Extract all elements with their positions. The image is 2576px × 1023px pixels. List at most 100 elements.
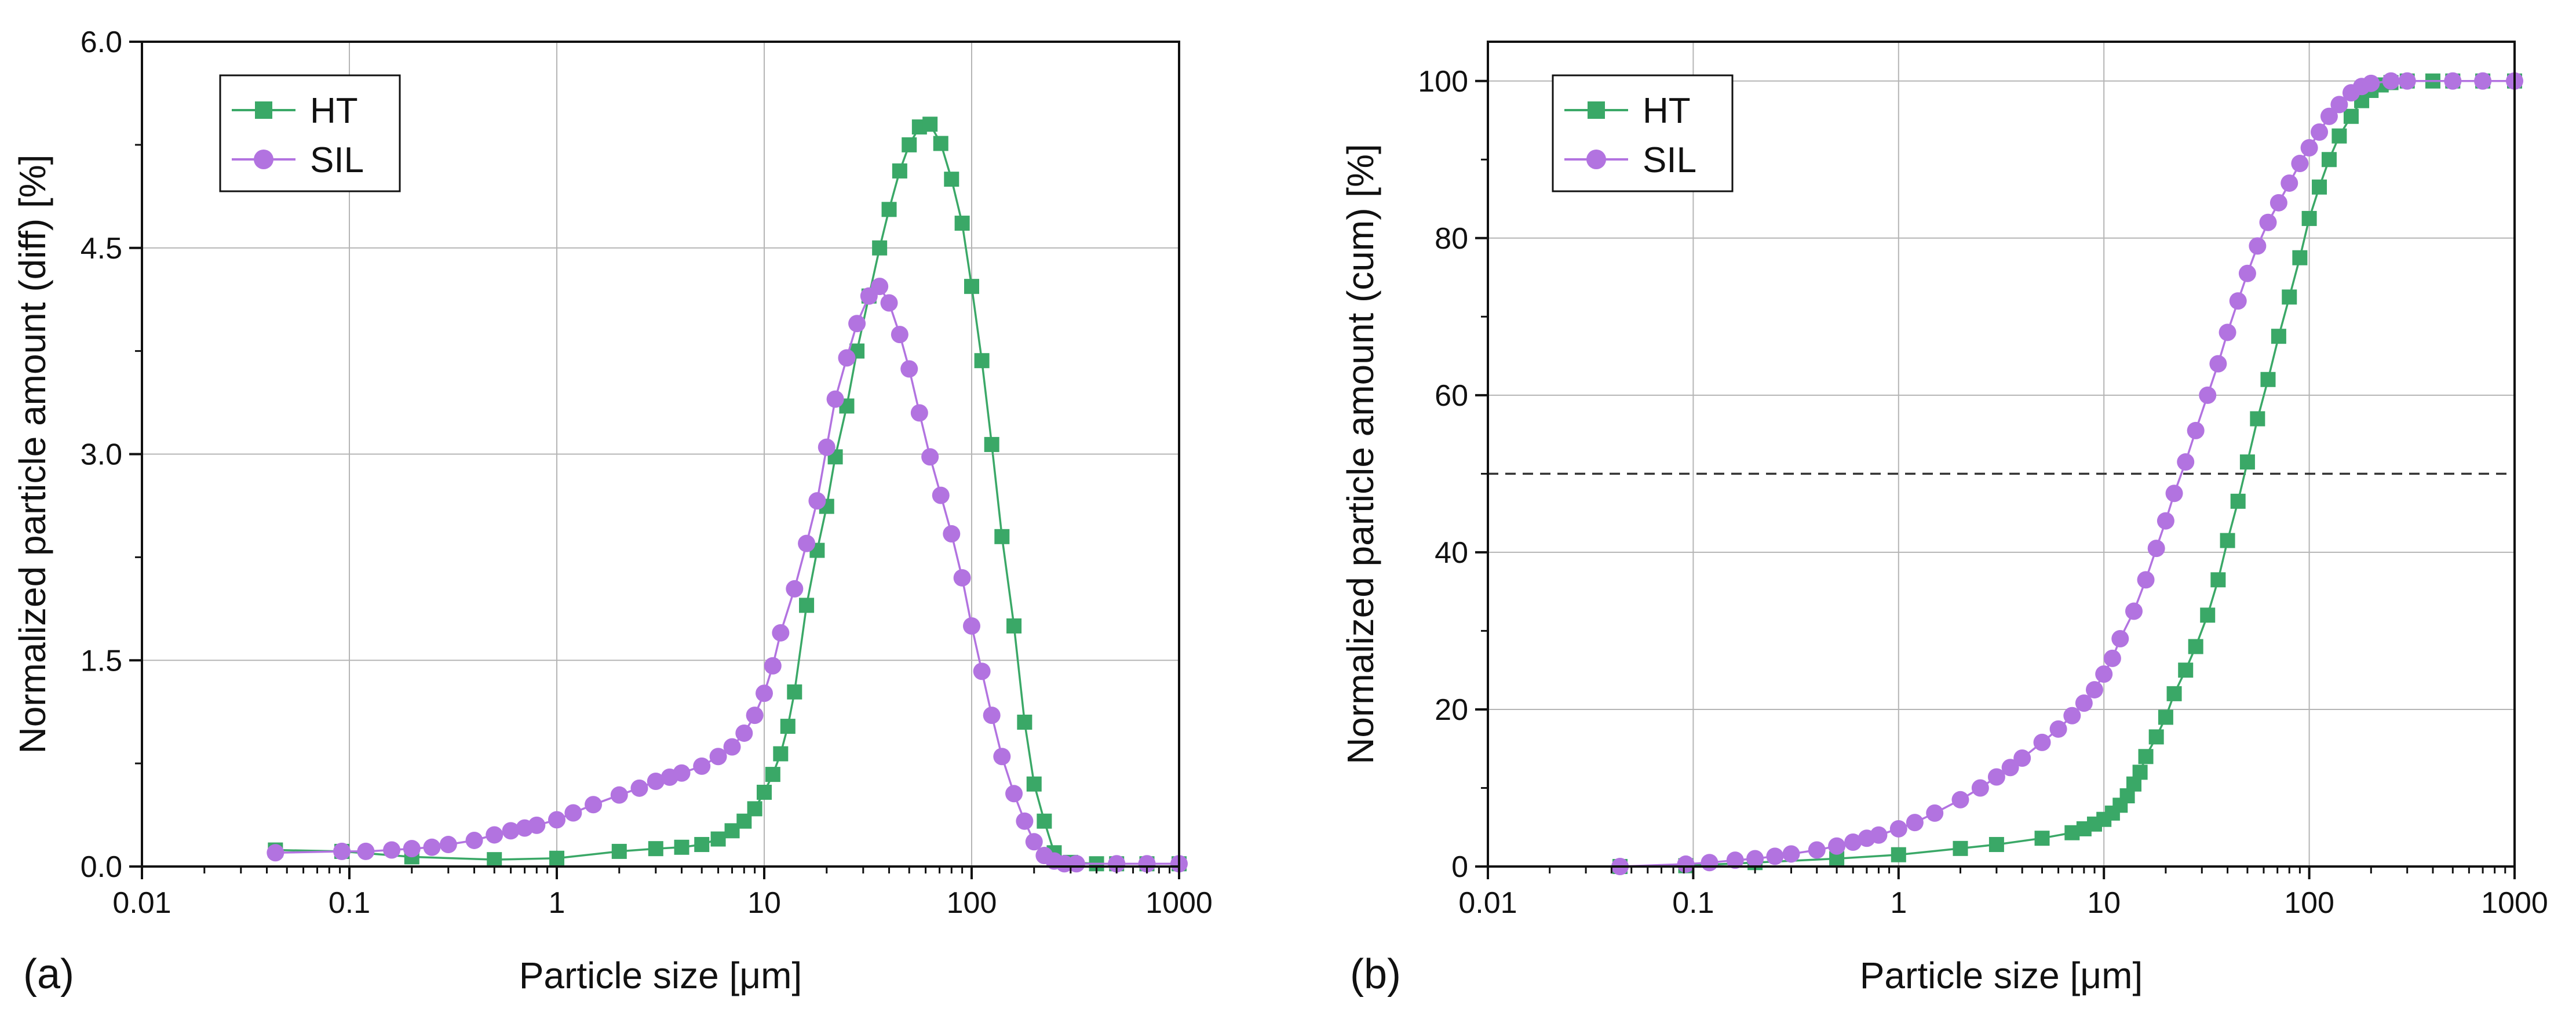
data-point [2474,72,2492,90]
data-point [333,842,351,860]
data-point [423,838,441,856]
data-point [848,315,866,333]
data-point [2320,107,2338,125]
data-point [2111,629,2129,647]
data-point [780,719,796,734]
data-point [1808,841,1826,859]
y-tick-label: 40 [1435,536,1468,570]
data-point [2249,237,2267,255]
data-point [2301,210,2317,226]
legend-label: HT [1643,91,1691,131]
data-point [826,390,844,408]
x-tick-label: 1000 [2481,886,2548,920]
data-point [403,840,421,858]
data-point [1006,618,1022,634]
data-point [1891,847,1906,862]
data-point [1828,837,1846,855]
legend-marker [1588,101,1605,119]
data-point [1026,776,1042,792]
data-point [921,448,939,466]
data-point [2125,602,2143,620]
data-point [2063,707,2081,725]
data-point [2199,386,2217,404]
data-point [993,748,1011,766]
data-point [933,136,948,151]
x-tick-label: 100 [947,886,997,920]
data-point [932,486,950,504]
data-point [710,831,726,847]
data-point [465,831,483,849]
data-point [2075,694,2093,712]
x-tick-label: 1000 [1145,886,1213,920]
legend-box [1552,74,1734,192]
data-point [2138,749,2154,764]
data-point [746,707,764,725]
data-point [2013,749,2031,767]
data-point [2330,96,2348,114]
panel-label: (b) [1350,951,1401,997]
data-point [2362,74,2380,92]
data-point [963,617,980,635]
data-point [1726,851,1744,869]
legend-marker [1586,150,1606,169]
data-point [709,748,727,766]
data-point [2049,720,2067,738]
data-point [943,525,961,543]
legend-marker [255,101,272,119]
data-point [486,826,503,844]
data-point [1889,820,1907,838]
data-point [2260,372,2276,387]
panel-b: 0.01 0.1 1 10 100 1000 0 20 40 60 80 100 Particle si… [1340,41,2548,997]
legend-item-sil: SIL [1564,140,1696,180]
data-point [2444,72,2462,90]
data-point [648,841,663,857]
data-point [1016,812,1034,830]
data-point [1138,855,1156,873]
data-point [735,724,753,742]
y-axis-title: Normalized particle amount (diff) [%] [12,155,53,754]
panel-label: (a) [23,951,74,997]
data-point [2187,421,2205,439]
x-tick-label: 10 [747,886,781,920]
plot-frame [1487,41,2516,868]
y-tick-label: 100 [1418,65,1468,99]
data-point [756,685,773,702]
data-point [611,843,627,859]
data-point [786,580,804,598]
data-point [2132,764,2148,780]
y-tick-label: 4.5 [81,232,122,265]
data-point [2343,108,2359,124]
data-point [1987,768,2005,786]
data-point [1746,850,1764,868]
data-point [772,624,790,642]
data-point [502,822,520,840]
data-point [994,529,1010,544]
data-point [880,294,898,312]
data-point [2137,571,2155,589]
data-point [2166,686,2182,701]
data-point [2177,453,2195,471]
data-point [2331,128,2347,144]
y-axis-title: Normalized particle amount (cum) [%] [1340,144,1381,764]
data-point [2291,155,2309,173]
y-tick-label: 0.0 [81,850,122,884]
data-point [953,569,971,587]
data-point [2209,355,2227,373]
data-point [2033,733,2051,751]
data-point [2259,213,2277,231]
data-point [2238,264,2256,282]
data-point [647,772,665,790]
data-point [838,349,856,367]
data-point [2229,292,2247,310]
y-tick-label: 3.0 [81,438,122,472]
legend-label: HT [310,91,358,131]
data-point [548,811,565,829]
data-point [1056,855,1074,873]
x-tick-label: 0.1 [329,886,370,920]
legend-marker [254,150,273,169]
data-point [1953,840,1968,856]
data-point [673,764,691,782]
data-point [2382,72,2400,90]
legend-label: SIL [310,140,364,180]
